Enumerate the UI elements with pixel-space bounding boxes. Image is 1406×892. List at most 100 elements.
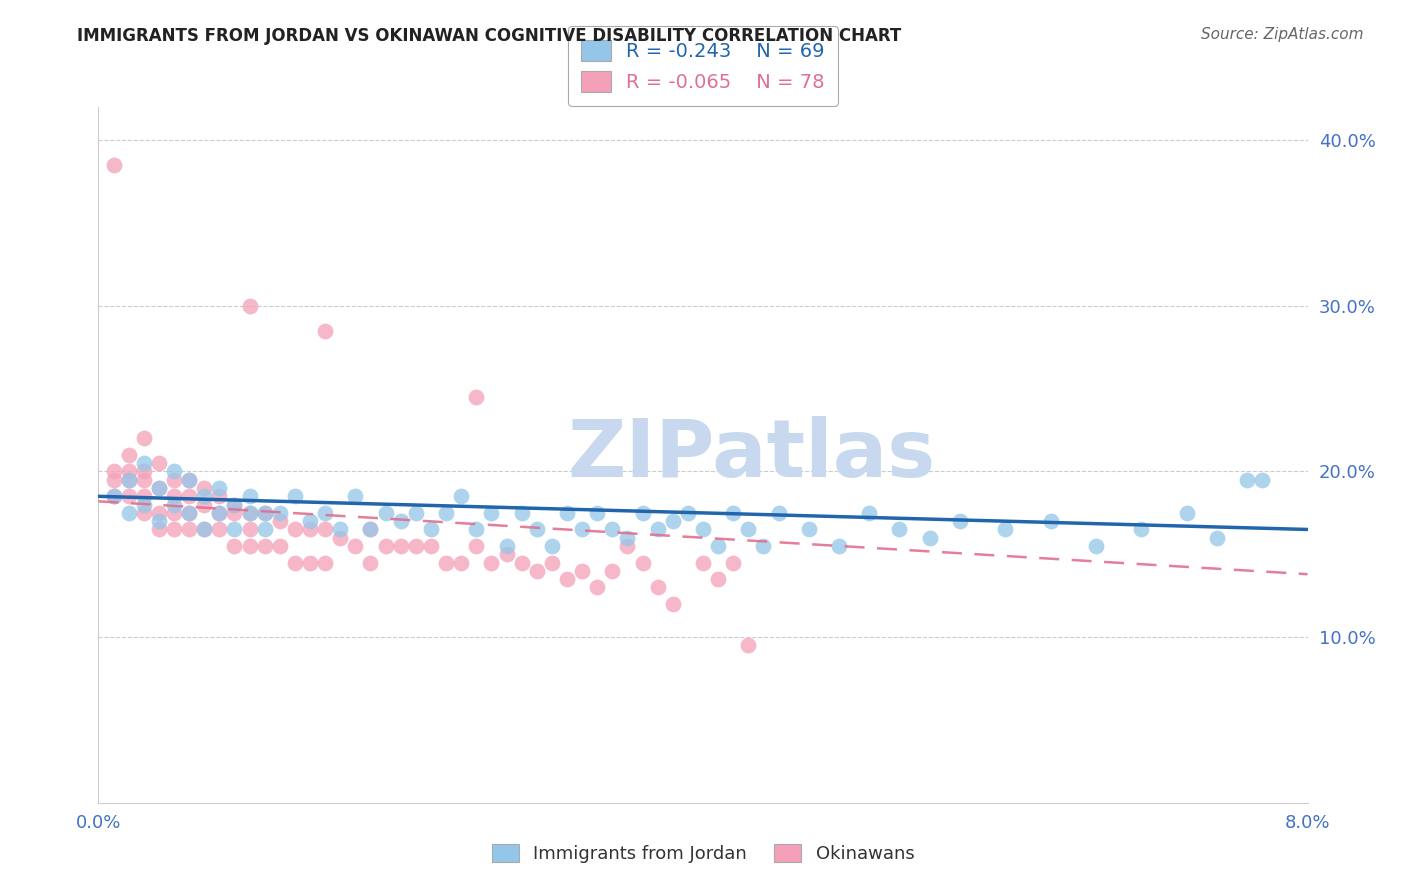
Point	[179, 489, 201, 503]
Point	[163, 498, 186, 512]
Point	[344, 539, 367, 553]
Point	[224, 523, 246, 537]
Point	[723, 556, 745, 570]
Point	[1175, 506, 1198, 520]
Point	[132, 431, 155, 445]
Point	[540, 556, 562, 570]
Point	[389, 514, 412, 528]
Point	[1039, 514, 1062, 528]
Point	[586, 581, 609, 595]
Point	[707, 572, 730, 586]
Point	[768, 506, 790, 520]
Point	[994, 523, 1017, 537]
Point	[208, 506, 231, 520]
Point	[193, 523, 215, 537]
Point	[253, 506, 276, 520]
Point	[269, 514, 291, 528]
Point	[179, 473, 201, 487]
Point	[434, 556, 457, 570]
Point	[420, 523, 443, 537]
Point	[299, 514, 322, 528]
Point	[571, 523, 593, 537]
Point	[148, 523, 170, 537]
Point	[616, 531, 638, 545]
Point	[465, 539, 488, 553]
Point	[239, 489, 262, 503]
Point	[118, 448, 141, 462]
Point	[148, 481, 170, 495]
Point	[179, 523, 201, 537]
Point	[103, 465, 125, 479]
Point	[132, 498, 155, 512]
Point	[360, 523, 382, 537]
Point	[239, 506, 262, 520]
Point	[602, 564, 624, 578]
Point	[284, 556, 307, 570]
Point	[148, 481, 170, 495]
Point	[1251, 473, 1274, 487]
Point	[1085, 539, 1108, 553]
Point	[132, 489, 155, 503]
Point	[208, 523, 231, 537]
Text: IMMIGRANTS FROM JORDAN VS OKINAWAN COGNITIVE DISABILITY CORRELATION CHART: IMMIGRANTS FROM JORDAN VS OKINAWAN COGNI…	[77, 27, 901, 45]
Point	[253, 523, 276, 537]
Point	[179, 506, 201, 520]
Point	[118, 489, 141, 503]
Point	[676, 506, 699, 520]
Point	[797, 523, 820, 537]
Point	[344, 489, 367, 503]
Point	[163, 523, 186, 537]
Point	[707, 539, 730, 553]
Point	[193, 498, 215, 512]
Text: Source: ZipAtlas.com: Source: ZipAtlas.com	[1201, 27, 1364, 42]
Point	[360, 523, 382, 537]
Point	[239, 299, 262, 313]
Point	[269, 539, 291, 553]
Point	[284, 489, 307, 503]
Point	[103, 489, 125, 503]
Point	[103, 473, 125, 487]
Point	[434, 506, 457, 520]
Point	[224, 498, 246, 512]
Point	[405, 506, 427, 520]
Point	[450, 556, 472, 570]
Point	[647, 581, 669, 595]
Legend: Immigrants from Jordan, Okinawans: Immigrants from Jordan, Okinawans	[485, 837, 921, 871]
Point	[224, 539, 246, 553]
Point	[193, 523, 215, 537]
Point	[132, 456, 155, 470]
Point	[631, 556, 654, 570]
Point	[163, 465, 186, 479]
Point	[118, 473, 141, 487]
Point	[555, 506, 578, 520]
Point	[179, 506, 201, 520]
Point	[465, 523, 488, 537]
Point	[163, 489, 186, 503]
Point	[193, 481, 215, 495]
Point	[889, 523, 911, 537]
Point	[374, 539, 396, 553]
Point	[858, 506, 880, 520]
Point	[647, 523, 669, 537]
Point	[299, 556, 322, 570]
Point	[495, 539, 517, 553]
Point	[239, 523, 262, 537]
Point	[103, 489, 125, 503]
Point	[314, 324, 336, 338]
Point	[602, 523, 624, 537]
Point	[253, 506, 276, 520]
Point	[481, 506, 503, 520]
Point	[752, 539, 775, 553]
Point	[224, 506, 246, 520]
Point	[103, 158, 125, 172]
Point	[918, 531, 941, 545]
Point	[450, 489, 472, 503]
Point	[163, 506, 186, 520]
Point	[661, 514, 683, 528]
Point	[163, 473, 186, 487]
Point	[510, 556, 533, 570]
Point	[510, 506, 533, 520]
Point	[132, 473, 155, 487]
Point	[239, 506, 262, 520]
Point	[208, 506, 231, 520]
